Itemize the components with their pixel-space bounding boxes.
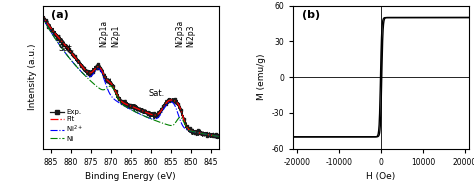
Fit bbox=[40, 15, 46, 17]
Fit bbox=[216, 135, 222, 138]
Ni$^{2+}$ bbox=[40, 17, 46, 19]
Ni$^{2+}$ bbox=[185, 129, 191, 132]
Ni bbox=[185, 128, 191, 131]
Text: Ni2p3a: Ni2p3a bbox=[175, 20, 184, 47]
Ni bbox=[141, 115, 146, 117]
Ni bbox=[40, 17, 46, 19]
Line: Ni: Ni bbox=[43, 18, 219, 137]
Ni$^{2+}$ bbox=[43, 23, 49, 25]
Exp. bbox=[43, 19, 49, 21]
Line: Ni$^{2+}$: Ni$^{2+}$ bbox=[43, 18, 219, 137]
Y-axis label: Intensity (a.u.): Intensity (a.u.) bbox=[28, 44, 37, 110]
Fit bbox=[141, 110, 146, 112]
Line: Fit: Fit bbox=[43, 16, 219, 137]
X-axis label: H (Oe): H (Oe) bbox=[366, 172, 396, 181]
Text: Sat.: Sat. bbox=[59, 44, 75, 53]
Text: Ni2p3: Ni2p3 bbox=[186, 24, 195, 47]
Ni$^{2+}$ bbox=[62, 52, 68, 54]
Exp. bbox=[141, 109, 146, 111]
Text: (a): (a) bbox=[52, 10, 69, 20]
Line: Exp.: Exp. bbox=[41, 14, 220, 140]
Legend: Exp., Fit, Ni$^{2+}$, Ni: Exp., Fit, Ni$^{2+}$, Ni bbox=[48, 107, 85, 144]
Ni$^{2+}$ bbox=[148, 118, 154, 120]
Exp. bbox=[216, 134, 222, 136]
Ni bbox=[62, 52, 68, 54]
Ni bbox=[148, 118, 154, 120]
Text: Sat.: Sat. bbox=[149, 89, 165, 98]
X-axis label: Binding Energy (eV): Binding Energy (eV) bbox=[85, 172, 176, 181]
Fit bbox=[43, 20, 49, 23]
Text: Ni2p1: Ni2p1 bbox=[111, 24, 120, 47]
Ni$^{2+}$ bbox=[196, 132, 201, 134]
Exp. bbox=[196, 132, 201, 135]
Ni bbox=[43, 23, 49, 25]
Exp. bbox=[148, 113, 154, 116]
Ni$^{2+}$ bbox=[141, 115, 146, 117]
Fit bbox=[196, 132, 201, 134]
Text: Ni2p1a: Ni2p1a bbox=[100, 20, 109, 47]
Ni$^{2+}$ bbox=[216, 135, 222, 138]
Ni bbox=[196, 132, 201, 134]
Fit bbox=[148, 113, 154, 116]
Exp. bbox=[40, 14, 46, 16]
Exp. bbox=[215, 138, 220, 140]
Exp. bbox=[185, 126, 191, 128]
Text: (b): (b) bbox=[302, 10, 320, 20]
Fit bbox=[62, 44, 68, 46]
Fit bbox=[185, 128, 191, 130]
Exp. bbox=[40, 15, 46, 17]
Ni bbox=[216, 135, 222, 138]
Y-axis label: M (emu/g): M (emu/g) bbox=[257, 54, 266, 100]
Exp. bbox=[62, 43, 68, 45]
